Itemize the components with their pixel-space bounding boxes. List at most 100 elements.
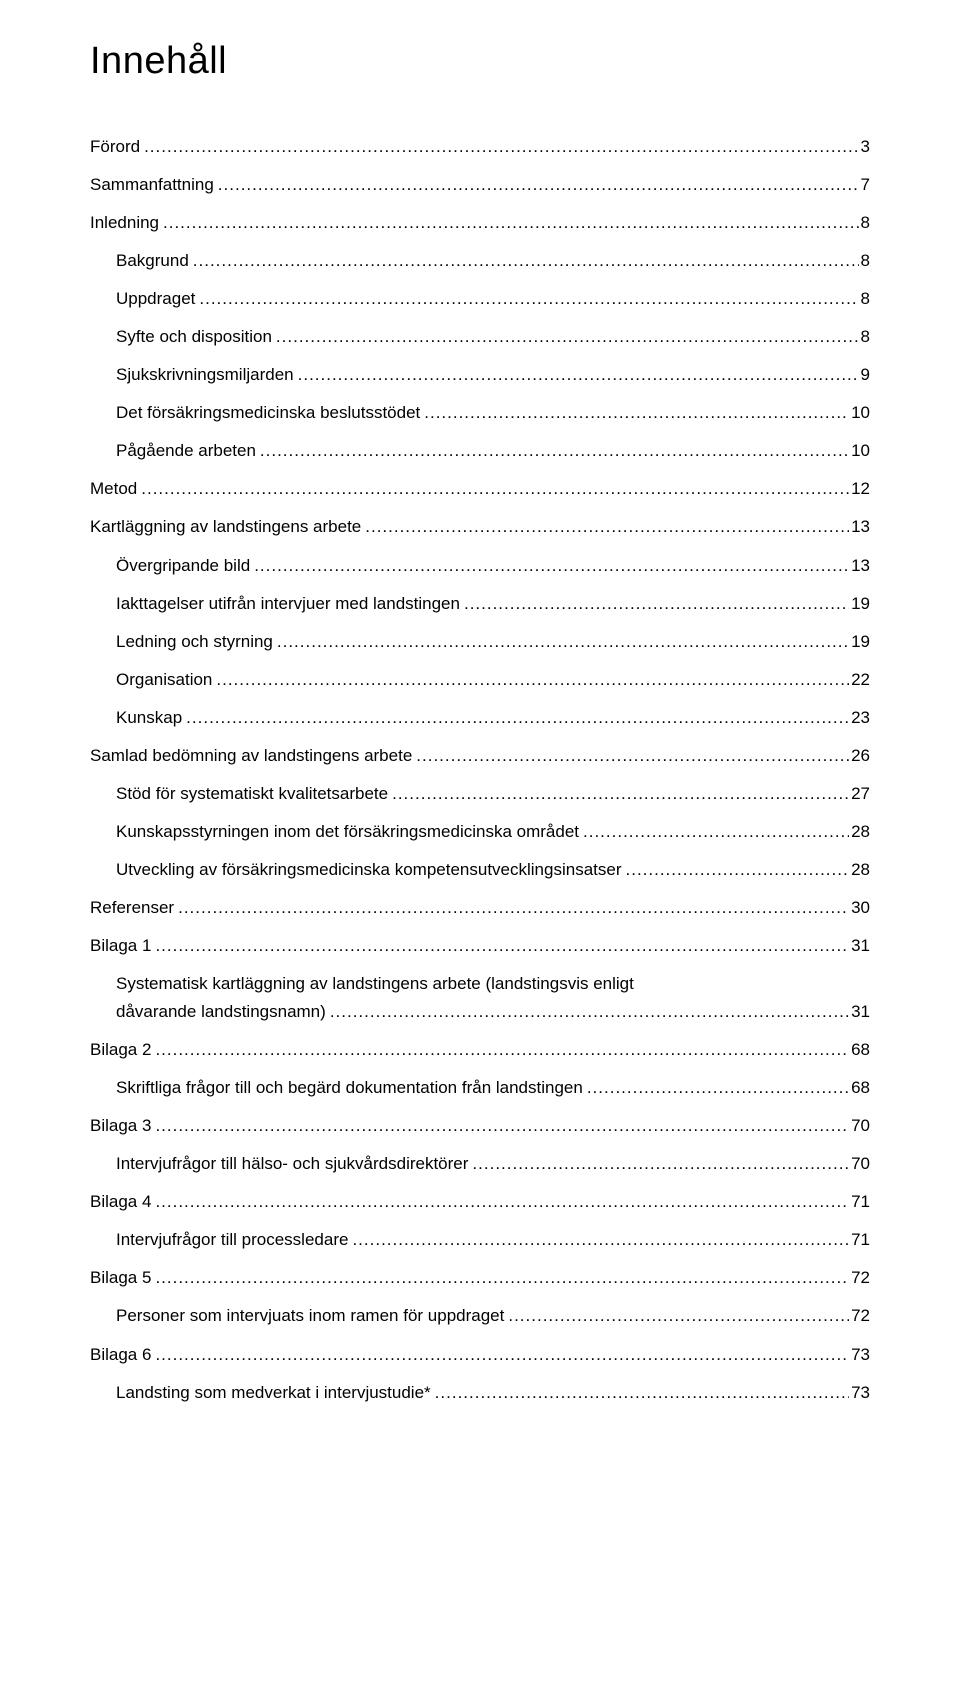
toc-entry[interactable]: Sammanfattning 7 bbox=[90, 171, 870, 199]
toc-label: Bilaga 6 bbox=[90, 1341, 155, 1369]
toc-leader bbox=[583, 818, 849, 846]
toc-entry[interactable]: Iakttagelser utifrån intervjuer med land… bbox=[90, 590, 870, 618]
toc-leader bbox=[276, 323, 859, 351]
toc-page-number: 10 bbox=[849, 437, 870, 465]
toc-label: Stöd för systematiskt kvalitetsarbete bbox=[116, 780, 392, 808]
toc-entry[interactable]: Bilaga 6 73 bbox=[90, 1341, 870, 1369]
toc-entry[interactable]: Landsting som medverkat i intervjustudie… bbox=[90, 1379, 870, 1407]
toc-entry[interactable]: Samlad bedömning av landstingens arbete … bbox=[90, 742, 870, 770]
toc-label: Systematisk kartläggning av landstingens… bbox=[116, 970, 870, 998]
toc-entry[interactable]: Metod 12 bbox=[90, 475, 870, 503]
toc-page-number: 9 bbox=[859, 361, 870, 389]
toc-entry[interactable]: Bilaga 4 71 bbox=[90, 1188, 870, 1216]
toc-entry[interactable]: Bilaga 2 68 bbox=[90, 1036, 870, 1064]
toc-entry[interactable]: Ledning och styrning 19 bbox=[90, 628, 870, 656]
toc-leader bbox=[186, 704, 849, 732]
toc-leader bbox=[216, 666, 849, 694]
toc-entry[interactable]: Uppdraget8 bbox=[90, 285, 870, 313]
toc-label: Landsting som medverkat i intervjustudie… bbox=[116, 1379, 435, 1407]
toc-leader bbox=[626, 856, 850, 884]
toc-leader bbox=[587, 1074, 849, 1102]
toc-leader bbox=[254, 552, 849, 580]
toc-entry[interactable]: Kunskapsstyrningen inom det försäkringsm… bbox=[90, 818, 870, 846]
toc-leader bbox=[424, 399, 849, 427]
toc-entry[interactable]: Förord3 bbox=[90, 133, 870, 161]
toc-entry[interactable]: Bakgrund8 bbox=[90, 247, 870, 275]
toc-page-number: 3 bbox=[859, 133, 870, 161]
toc-label: Bilaga 2 bbox=[90, 1036, 155, 1064]
toc-leader bbox=[178, 894, 849, 922]
toc-entry[interactable]: Inledning8 bbox=[90, 209, 870, 237]
toc-leader bbox=[199, 285, 858, 313]
toc-leader bbox=[218, 171, 859, 199]
toc-label: Bilaga 5 bbox=[90, 1264, 155, 1292]
toc-leader bbox=[141, 475, 849, 503]
toc-entry[interactable]: Referenser 30 bbox=[90, 894, 870, 922]
toc-entry[interactable]: Kartläggning av landstingens arbete 13 bbox=[90, 513, 870, 541]
toc-page-number: 13 bbox=[849, 552, 870, 580]
toc-label: Pågående arbeten bbox=[116, 437, 260, 465]
toc-page-number: 71 bbox=[849, 1226, 870, 1254]
toc-entry[interactable]: Personer som intervjuats inom ramen för … bbox=[90, 1302, 870, 1330]
toc-page-number: 70 bbox=[849, 1112, 870, 1140]
toc-label: Syfte och disposition bbox=[116, 323, 276, 351]
toc-entry[interactable]: Organisation22 bbox=[90, 666, 870, 694]
toc-page-number: 19 bbox=[849, 590, 870, 618]
toc-entry[interactable]: Bilaga 3 70 bbox=[90, 1112, 870, 1140]
toc-page-number: 12 bbox=[849, 475, 870, 503]
toc-page-number: 13 bbox=[849, 513, 870, 541]
toc-entry[interactable]: Intervjufrågor till hälso- och sjukvårds… bbox=[90, 1150, 870, 1178]
toc-leader bbox=[155, 1188, 849, 1216]
toc-page-number: 28 bbox=[849, 818, 870, 846]
toc-page-number: 8 bbox=[859, 323, 870, 351]
toc-entry[interactable]: Skriftliga frågor till och begärd dokume… bbox=[90, 1074, 870, 1102]
toc-page-number: 30 bbox=[849, 894, 870, 922]
toc-entry[interactable]: Stöd för systematiskt kvalitetsarbete 27 bbox=[90, 780, 870, 808]
toc-leader bbox=[277, 628, 849, 656]
toc-leader bbox=[193, 247, 859, 275]
toc-leader bbox=[330, 998, 849, 1026]
toc-page-number: 26 bbox=[849, 742, 870, 770]
toc-page-number: 19 bbox=[849, 628, 870, 656]
toc-label: Metod bbox=[90, 475, 141, 503]
page-title: Innehåll bbox=[90, 40, 870, 83]
toc-entry[interactable]: Syfte och disposition 8 bbox=[90, 323, 870, 351]
toc-leader bbox=[464, 590, 849, 618]
toc-leader bbox=[144, 133, 858, 161]
toc-entry[interactable]: Det försäkringsmedicinska beslutsstödet1… bbox=[90, 399, 870, 427]
toc-leader bbox=[352, 1226, 849, 1254]
toc-leader bbox=[155, 932, 849, 960]
toc-entry[interactable]: Utveckling av försäkringsmedicinska komp… bbox=[90, 856, 870, 884]
toc-leader bbox=[416, 742, 849, 770]
toc-label: Intervjufrågor till hälso- och sjukvårds… bbox=[116, 1150, 472, 1178]
toc-label: Bilaga 1 bbox=[90, 932, 155, 960]
toc-leader bbox=[472, 1150, 849, 1178]
toc-entry[interactable]: Intervjufrågor till processledare71 bbox=[90, 1226, 870, 1254]
toc-page-number: 27 bbox=[849, 780, 870, 808]
toc-label: Kartläggning av landstingens arbete bbox=[90, 513, 365, 541]
toc-entry[interactable]: Pågående arbeten 10 bbox=[90, 437, 870, 465]
toc-page-number: 68 bbox=[849, 1074, 870, 1102]
toc-page-number: 72 bbox=[849, 1302, 870, 1330]
toc-entry[interactable]: Bilaga 1 31 bbox=[90, 932, 870, 960]
toc-page-number: 72 bbox=[849, 1264, 870, 1292]
toc-entry[interactable]: Bilaga 5 72 bbox=[90, 1264, 870, 1292]
toc-entry[interactable]: Kunskap23 bbox=[90, 704, 870, 732]
toc-label: Övergripande bild bbox=[116, 552, 254, 580]
toc-leader bbox=[155, 1341, 849, 1369]
toc-label: Skriftliga frågor till och begärd dokume… bbox=[116, 1074, 587, 1102]
toc-label: Bilaga 4 bbox=[90, 1188, 155, 1216]
toc-page-number: 7 bbox=[859, 171, 870, 199]
toc-page-number: 8 bbox=[859, 247, 870, 275]
toc-leader bbox=[508, 1302, 849, 1330]
toc-label: Ledning och styrning bbox=[116, 628, 277, 656]
toc-page-number: 10 bbox=[849, 399, 870, 427]
toc-label: Inledning bbox=[90, 209, 163, 237]
toc-entry[interactable]: Systematisk kartläggning av landstingens… bbox=[90, 970, 870, 1026]
toc-page-number: 8 bbox=[859, 285, 870, 313]
toc-entry[interactable]: Sjukskrivningsmiljarden 9 bbox=[90, 361, 870, 389]
toc-label: Sammanfattning bbox=[90, 171, 218, 199]
toc-label: Sjukskrivningsmiljarden bbox=[116, 361, 298, 389]
toc-entry[interactable]: Övergripande bild 13 bbox=[90, 552, 870, 580]
toc-leader bbox=[155, 1036, 849, 1064]
